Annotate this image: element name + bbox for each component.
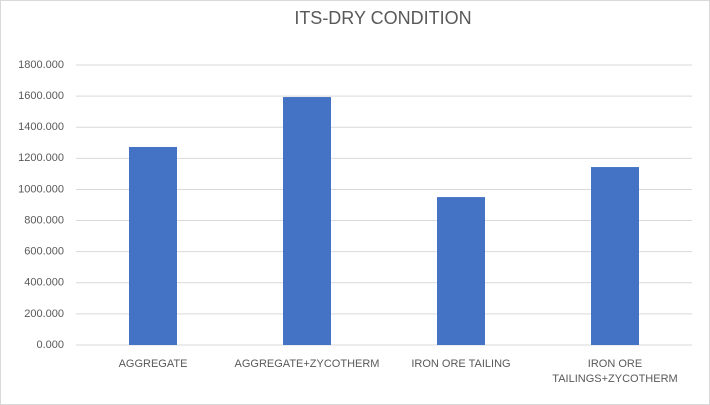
y-tick-label: 400.000 — [24, 277, 64, 289]
y-tick-label: 1200.000 — [18, 152, 64, 164]
bar — [591, 167, 639, 345]
y-tick-label: 1600.000 — [18, 90, 64, 102]
x-tick-label: AGGREGATE+ZYCOTHERM — [234, 358, 380, 370]
y-tick-label: 1400.000 — [18, 121, 64, 133]
x-tick-label: IRON ORE TAILINGS+ZYCOTHERM — [552, 358, 678, 385]
x-tick-label: IRON ORE TAILING — [411, 358, 511, 370]
y-tick-label: 1800.000 — [18, 59, 64, 71]
bar — [129, 146, 177, 345]
y-tick-label: 200.000 — [24, 308, 64, 320]
bar — [283, 97, 331, 346]
x-tick-label: AGGREGATE — [118, 358, 188, 370]
y-tick-label: 0.000 — [36, 339, 64, 351]
y-tick-label: 800.000 — [24, 214, 64, 226]
chart-title: ITS-DRY CONDITION — [294, 8, 471, 28]
y-tick-label: 600.000 — [24, 246, 64, 258]
y-tick-label: 1000.000 — [18, 183, 64, 195]
bar — [437, 197, 485, 345]
